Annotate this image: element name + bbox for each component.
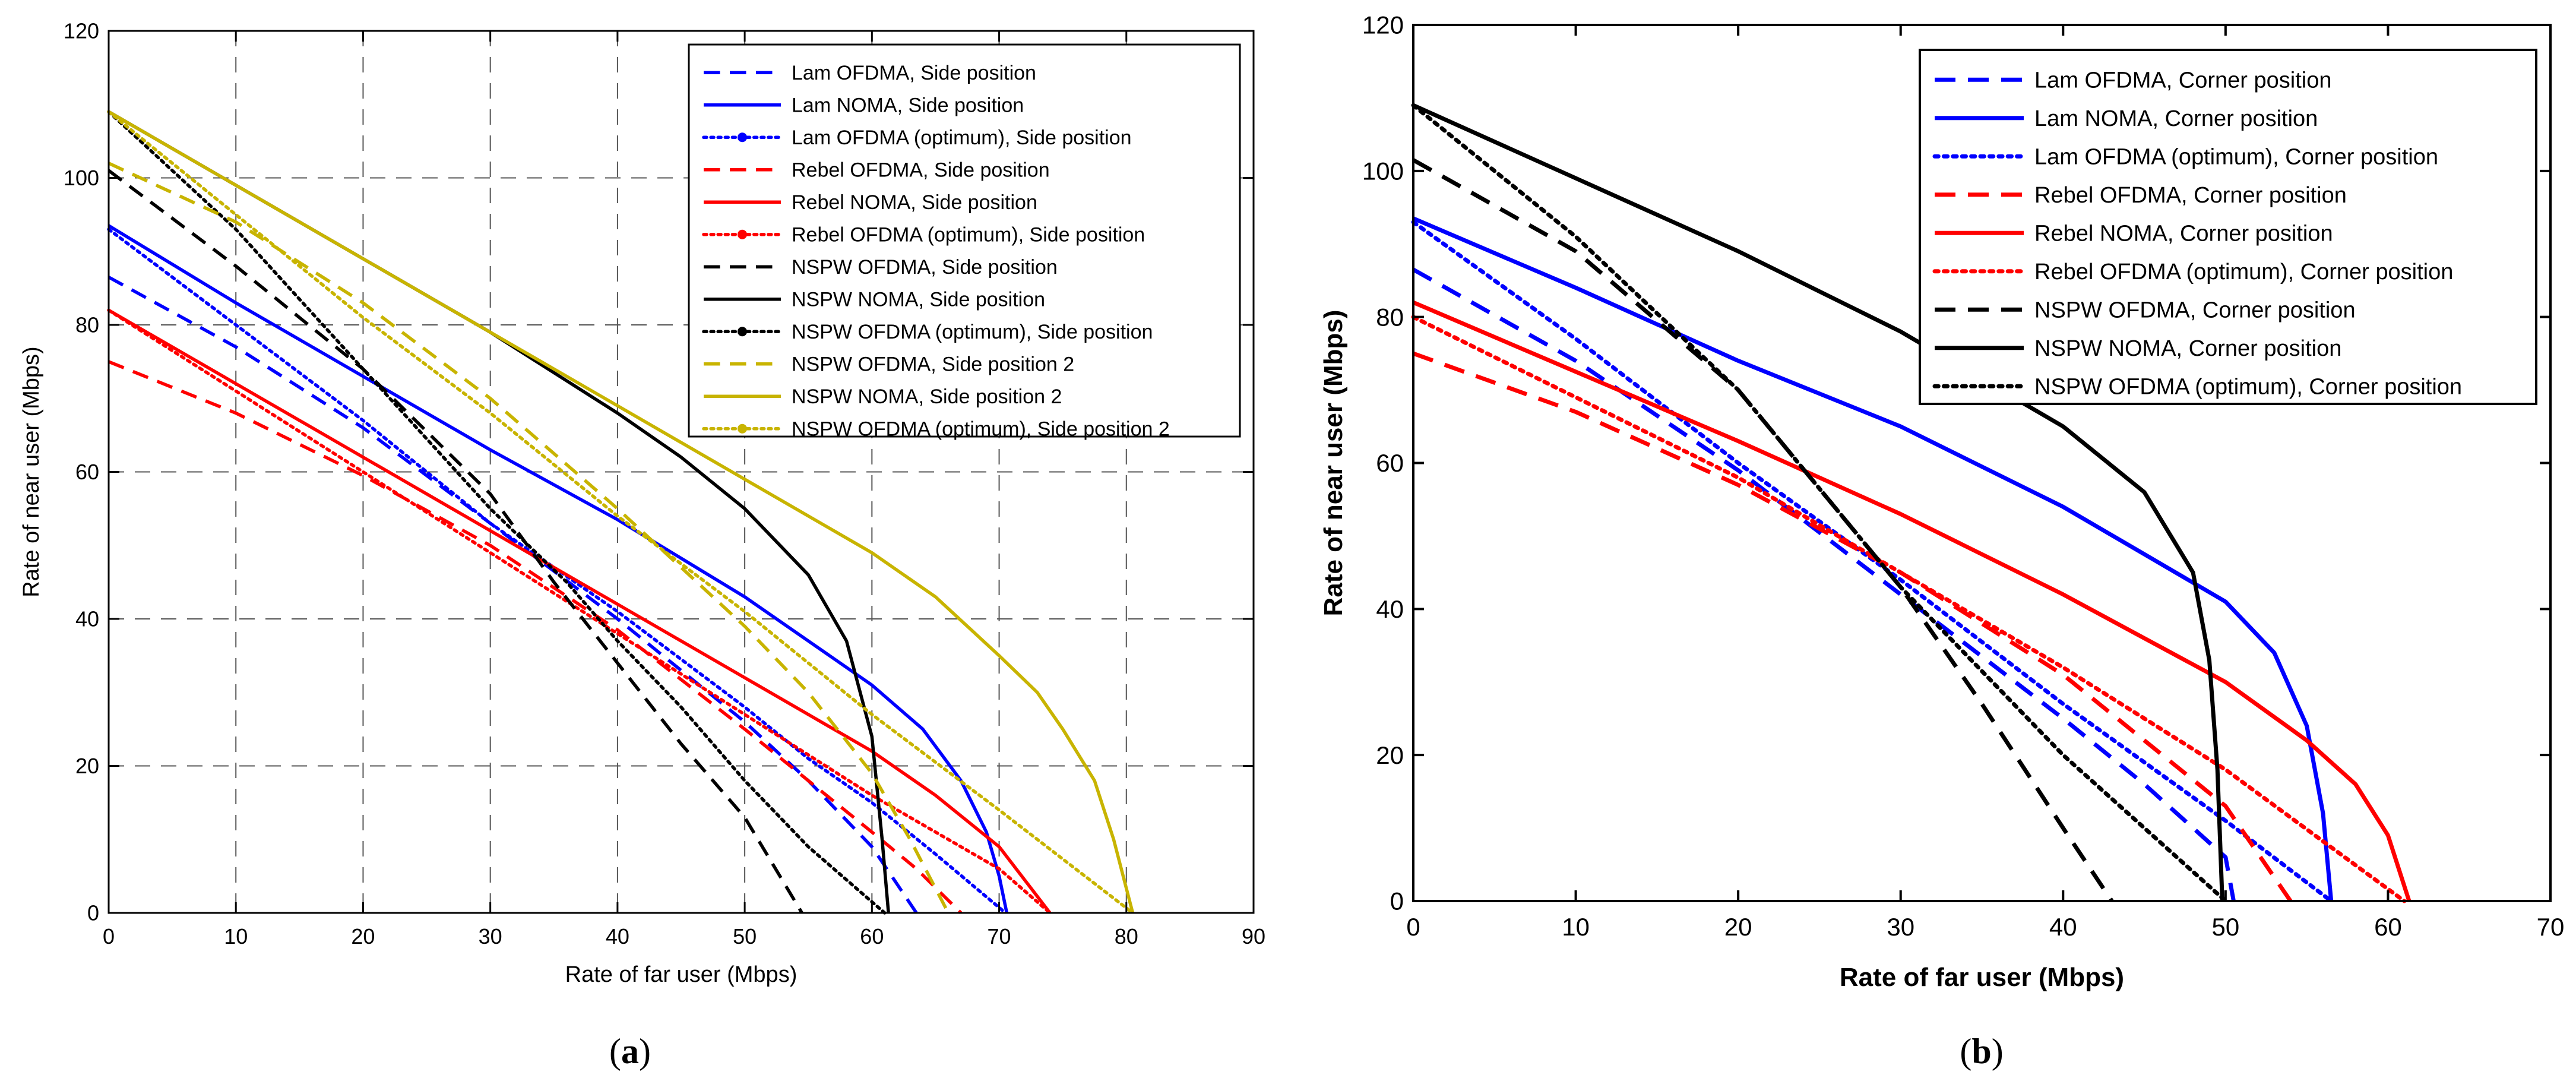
y-axis-label: Rate of near user (Mbps): [1319, 310, 1348, 617]
series-line-7: [1412, 103, 2224, 902]
y-axis-label: Rate of near user (Mbps): [19, 346, 44, 597]
legend-marker-11: [738, 423, 747, 434]
x-tick-label: 60: [2374, 913, 2402, 941]
y-tick-label: 0: [1390, 887, 1404, 915]
x-tick-label: 20: [351, 924, 375, 949]
series-line-0: [1412, 267, 2236, 902]
legend-entry-3: Rebel OFDMA, Side position: [792, 159, 1050, 182]
y-tick-label: 80: [75, 313, 99, 337]
panel-caption: (a): [609, 1032, 651, 1071]
x-tick-label: 20: [1724, 913, 1752, 941]
legend-entry-4: Rebel NOMA, Corner position: [2034, 222, 2333, 246]
x-tick-label: 10: [1562, 913, 1590, 941]
y-tick-label: 20: [75, 754, 99, 778]
x-tick-label: 0: [103, 924, 115, 949]
x-tick-label: 50: [733, 924, 757, 949]
legend-entry-4: Rebel NOMA, Side position: [792, 191, 1037, 214]
caption-close-paren: ): [1992, 1032, 2004, 1071]
y-tick-label: 40: [75, 607, 99, 631]
x-tick-label: 30: [479, 924, 502, 949]
legend-box: [688, 43, 1241, 438]
caption-open-paren: (: [609, 1032, 621, 1071]
y-tick-label: 100: [1362, 157, 1404, 185]
y-tick-label: 120: [64, 19, 99, 43]
y-tick-label: 120: [1362, 11, 1404, 39]
legend-entry-5: Rebel OFDMA (optimum), Corner position: [2034, 260, 2453, 285]
legend-marker-2: [738, 132, 747, 143]
chart-panel-a: 0 10 20 30 40 50 60 70 80 90 0 20 40 60 80 100 120 Rate o…: [19, 19, 1265, 1071]
x-tick-label: 70: [2537, 913, 2565, 941]
legend-entry-2: Lam OFDMA (optimum), Corner position: [2034, 145, 2438, 170]
series-line-3: [107, 360, 963, 914]
x-tick-label: 90: [1242, 924, 1265, 949]
series-line-6: [107, 169, 803, 914]
series-line-5: [107, 308, 1052, 915]
x-tick-label: 40: [606, 924, 629, 949]
series-line-2: [1411, 220, 2334, 903]
legend-entry-6: NSPW OFDMA, Corner position: [2034, 298, 2356, 323]
x-tick-label: 10: [224, 924, 248, 949]
y-tick-label: 60: [75, 460, 99, 484]
chart-panel-b: 0 10 20 30 40 50 60 70 0 20 40 60 80 100 120 Rate of fa…: [1319, 11, 2564, 1071]
legend-marker-8: [738, 327, 747, 337]
series-line-1: [107, 224, 1009, 914]
series-line-9: [107, 162, 950, 914]
x-tick-label: 0: [1406, 913, 1420, 941]
x-tick-label: 30: [1887, 913, 1914, 941]
legend-entry-0: Lam OFDMA, Corner position: [2034, 68, 2332, 93]
legend: Lam OFDMA, Corner position Lam NOMA, Corn…: [1919, 49, 2537, 405]
legend-entry-5: Rebel OFDMA (optimum), Side position: [792, 224, 1145, 246]
legend-entry-7: NSPW NOMA, Side position: [792, 289, 1045, 311]
y-tick-label: 20: [1376, 741, 1404, 769]
x-tick-label: 40: [2049, 913, 2077, 941]
x-tick-label: 80: [1115, 924, 1138, 949]
y-tick-label: 40: [1376, 595, 1404, 623]
caption-letter: a: [621, 1032, 639, 1071]
legend-entry-8: NSPW OFDMA (optimum), Corner position: [2034, 375, 2462, 400]
legend-entry-1: Lam NOMA, Corner position: [2034, 106, 2318, 131]
series-line-10: [107, 110, 1135, 914]
series-line-5: [1411, 315, 2407, 903]
legend-entry-7: NSPW NOMA, Corner position: [2034, 336, 2341, 361]
x-axis-label: Rate of far user (Mbps): [1840, 963, 2124, 992]
series-line-4: [107, 308, 1052, 914]
legend-entry-0: Lam OFDMA, Side position: [792, 62, 1036, 84]
legend-marker-5: [738, 229, 747, 239]
series-line-6: [1412, 158, 2114, 902]
y-tick-label: 60: [1376, 449, 1404, 477]
legend-entry-6: NSPW OFDMA, Side position: [792, 256, 1058, 279]
series-line-8: [1411, 103, 2228, 903]
legend-entry-8: NSPW OFDMA (optimum), Side position: [792, 321, 1153, 343]
x-tick-label: 50: [2211, 913, 2239, 941]
legend-box: [1919, 49, 2537, 405]
series-line-0: [107, 276, 918, 914]
y-tick-label: 0: [87, 901, 99, 925]
series-line-4: [1412, 300, 2412, 902]
series-line-11: [107, 110, 1135, 915]
legend-entry-11: NSPW OFDMA (optimum), Side position 2: [792, 418, 1170, 441]
legend-entry-1: Lam NOMA, Side position: [792, 94, 1024, 117]
legend-entry-9: NSPW OFDMA, Side position 2: [792, 353, 1074, 376]
panel-caption: (b): [1960, 1032, 2003, 1071]
legend-entry-3: Rebel OFDMA, Corner position: [2034, 183, 2347, 208]
legend: Lam OFDMA, Side position Lam NOMA, Side p…: [688, 43, 1241, 441]
caption-letter: b: [1971, 1032, 1991, 1071]
x-axis-label: Rate of far user (Mbps): [565, 962, 798, 987]
caption-close-paren: ): [639, 1032, 651, 1071]
legend-entry-2: Lam OFDMA (optimum), Side position: [792, 127, 1132, 149]
legend-entry-10: NSPW NOMA, Side position 2: [792, 385, 1062, 408]
series-line-1: [1412, 216, 2334, 902]
y-tick-label: 100: [64, 166, 99, 190]
y-tick-label: 80: [1376, 303, 1404, 331]
x-tick-label: 70: [988, 924, 1011, 949]
series-line-8: [107, 110, 887, 915]
x-tick-label: 60: [860, 924, 884, 949]
caption-open-paren: (: [1960, 1032, 1971, 1071]
